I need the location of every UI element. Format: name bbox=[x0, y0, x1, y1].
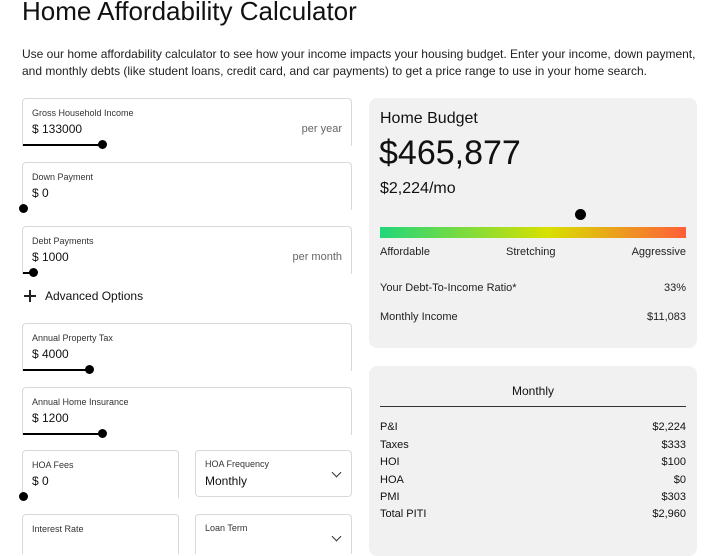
breakdown-label-pmi: PMI bbox=[380, 491, 400, 503]
property-tax-slider-track[interactable] bbox=[23, 369, 89, 371]
income-label: Gross Household Income bbox=[32, 108, 134, 118]
income-field[interactable]: Gross Household Income $ 133000 per year bbox=[22, 98, 352, 149]
budget-monthly: $2,224/mo bbox=[380, 180, 456, 197]
hoa-frequency-select[interactable]: HOA Frequency Monthly bbox=[195, 450, 352, 497]
hoa-fees-label: HOA Fees bbox=[32, 460, 74, 470]
monthly-divider bbox=[380, 406, 686, 407]
budget-title: Home Budget bbox=[380, 110, 478, 127]
loan-term-label: Loan Term bbox=[205, 523, 248, 533]
breakdown-value-hoi: $100 bbox=[661, 456, 686, 468]
affordability-meter bbox=[380, 227, 686, 238]
budget-amount: $465,877 bbox=[379, 134, 521, 172]
chevron-down-icon bbox=[331, 467, 342, 478]
down-payment-slider-handle[interactable] bbox=[19, 204, 28, 213]
home-insurance-slider-track[interactable] bbox=[23, 433, 102, 435]
dti-label: Your Debt-To-Income Ratio* bbox=[380, 282, 517, 294]
breakdown-value-pi: $2,224 bbox=[652, 421, 686, 433]
breakdown-value-taxes: $333 bbox=[661, 439, 686, 451]
breakdown-label-total: Total PITI bbox=[380, 508, 427, 520]
meter-label-aggressive: Aggressive bbox=[631, 246, 686, 258]
advanced-options-toggle[interactable]: Advanced Options bbox=[24, 289, 143, 303]
plus-icon bbox=[24, 290, 36, 302]
intro-text: Use our home affordability calculator to… bbox=[22, 47, 696, 78]
hoa-frequency-label: HOA Frequency bbox=[205, 459, 270, 469]
down-payment-field[interactable]: Down Payment $ 0 bbox=[19, 162, 352, 213]
breakdown-value-pmi: $303 bbox=[661, 491, 686, 503]
breakdown-label-taxes: Taxes bbox=[380, 439, 409, 451]
page-title: Home Affordability Calculator bbox=[22, 0, 357, 26]
breakdown-value-total: $2,960 bbox=[652, 508, 686, 520]
meter-label-affordable: Affordable bbox=[380, 246, 430, 258]
income-slider-track[interactable] bbox=[23, 144, 102, 146]
debt-suffix: per month bbox=[292, 251, 342, 263]
hoa-fees-input[interactable]: $ 0 bbox=[32, 474, 49, 488]
property-tax-label: Annual Property Tax bbox=[32, 333, 113, 343]
monthly-heading: Monthly bbox=[511, 384, 555, 398]
debt-input[interactable]: $ 1000 bbox=[32, 250, 69, 264]
debt-slider-track[interactable] bbox=[23, 272, 33, 274]
down-payment-label: Down Payment bbox=[32, 172, 94, 182]
income-suffix: per year bbox=[301, 123, 342, 135]
home-budget-panel: Home Budget $465,877 $2,224/mo Affordabl… bbox=[369, 98, 697, 348]
property-tax-input[interactable]: $ 4000 bbox=[32, 347, 69, 361]
loan-term-select[interactable]: Loan Term bbox=[195, 514, 352, 554]
home-insurance-field[interactable]: Annual Home Insurance $ 1200 bbox=[22, 387, 352, 438]
hoa-fees-field[interactable]: HOA Fees $ 0 bbox=[19, 450, 179, 501]
hoa-fees-slider-handle[interactable] bbox=[19, 492, 28, 501]
monthly-income-label: Monthly Income bbox=[380, 311, 458, 323]
advanced-options-label: Advanced Options bbox=[45, 289, 144, 303]
monthly-income-value: $11,083 bbox=[647, 311, 686, 323]
breakdown-label-hoa: HOA bbox=[380, 474, 404, 486]
home-insurance-input[interactable]: $ 1200 bbox=[32, 411, 69, 425]
debt-slider-handle[interactable] bbox=[29, 268, 38, 277]
home-insurance-label: Annual Home Insurance bbox=[32, 397, 129, 407]
income-input[interactable]: $ 133000 bbox=[32, 122, 83, 136]
debt-field[interactable]: Debt Payments $ 1000 per month bbox=[22, 226, 352, 277]
breakdown-label-hoi: HOI bbox=[380, 456, 400, 468]
debt-label: Debt Payments bbox=[32, 236, 94, 246]
dti-value: 33% bbox=[663, 282, 686, 294]
down-payment-input[interactable]: $ 0 bbox=[32, 186, 49, 200]
interest-rate-label: Interest Rate bbox=[32, 524, 84, 534]
home-insurance-slider-handle[interactable] bbox=[98, 429, 107, 438]
income-slider-handle[interactable] bbox=[98, 140, 107, 149]
property-tax-slider-handle[interactable] bbox=[85, 365, 94, 374]
breakdown-label-pi: P&I bbox=[380, 421, 398, 433]
monthly-breakdown-panel: Monthly P&I $2,224 Taxes $333 HOI $100 H… bbox=[369, 366, 697, 556]
property-tax-field[interactable]: Annual Property Tax $ 4000 bbox=[22, 323, 352, 374]
affordability-indicator bbox=[575, 209, 586, 220]
hoa-frequency-value: Monthly bbox=[205, 474, 248, 488]
breakdown-value-hoa: $0 bbox=[673, 474, 686, 486]
interest-rate-field[interactable]: Interest Rate bbox=[22, 514, 179, 554]
meter-label-stretching: Stretching bbox=[506, 246, 556, 258]
